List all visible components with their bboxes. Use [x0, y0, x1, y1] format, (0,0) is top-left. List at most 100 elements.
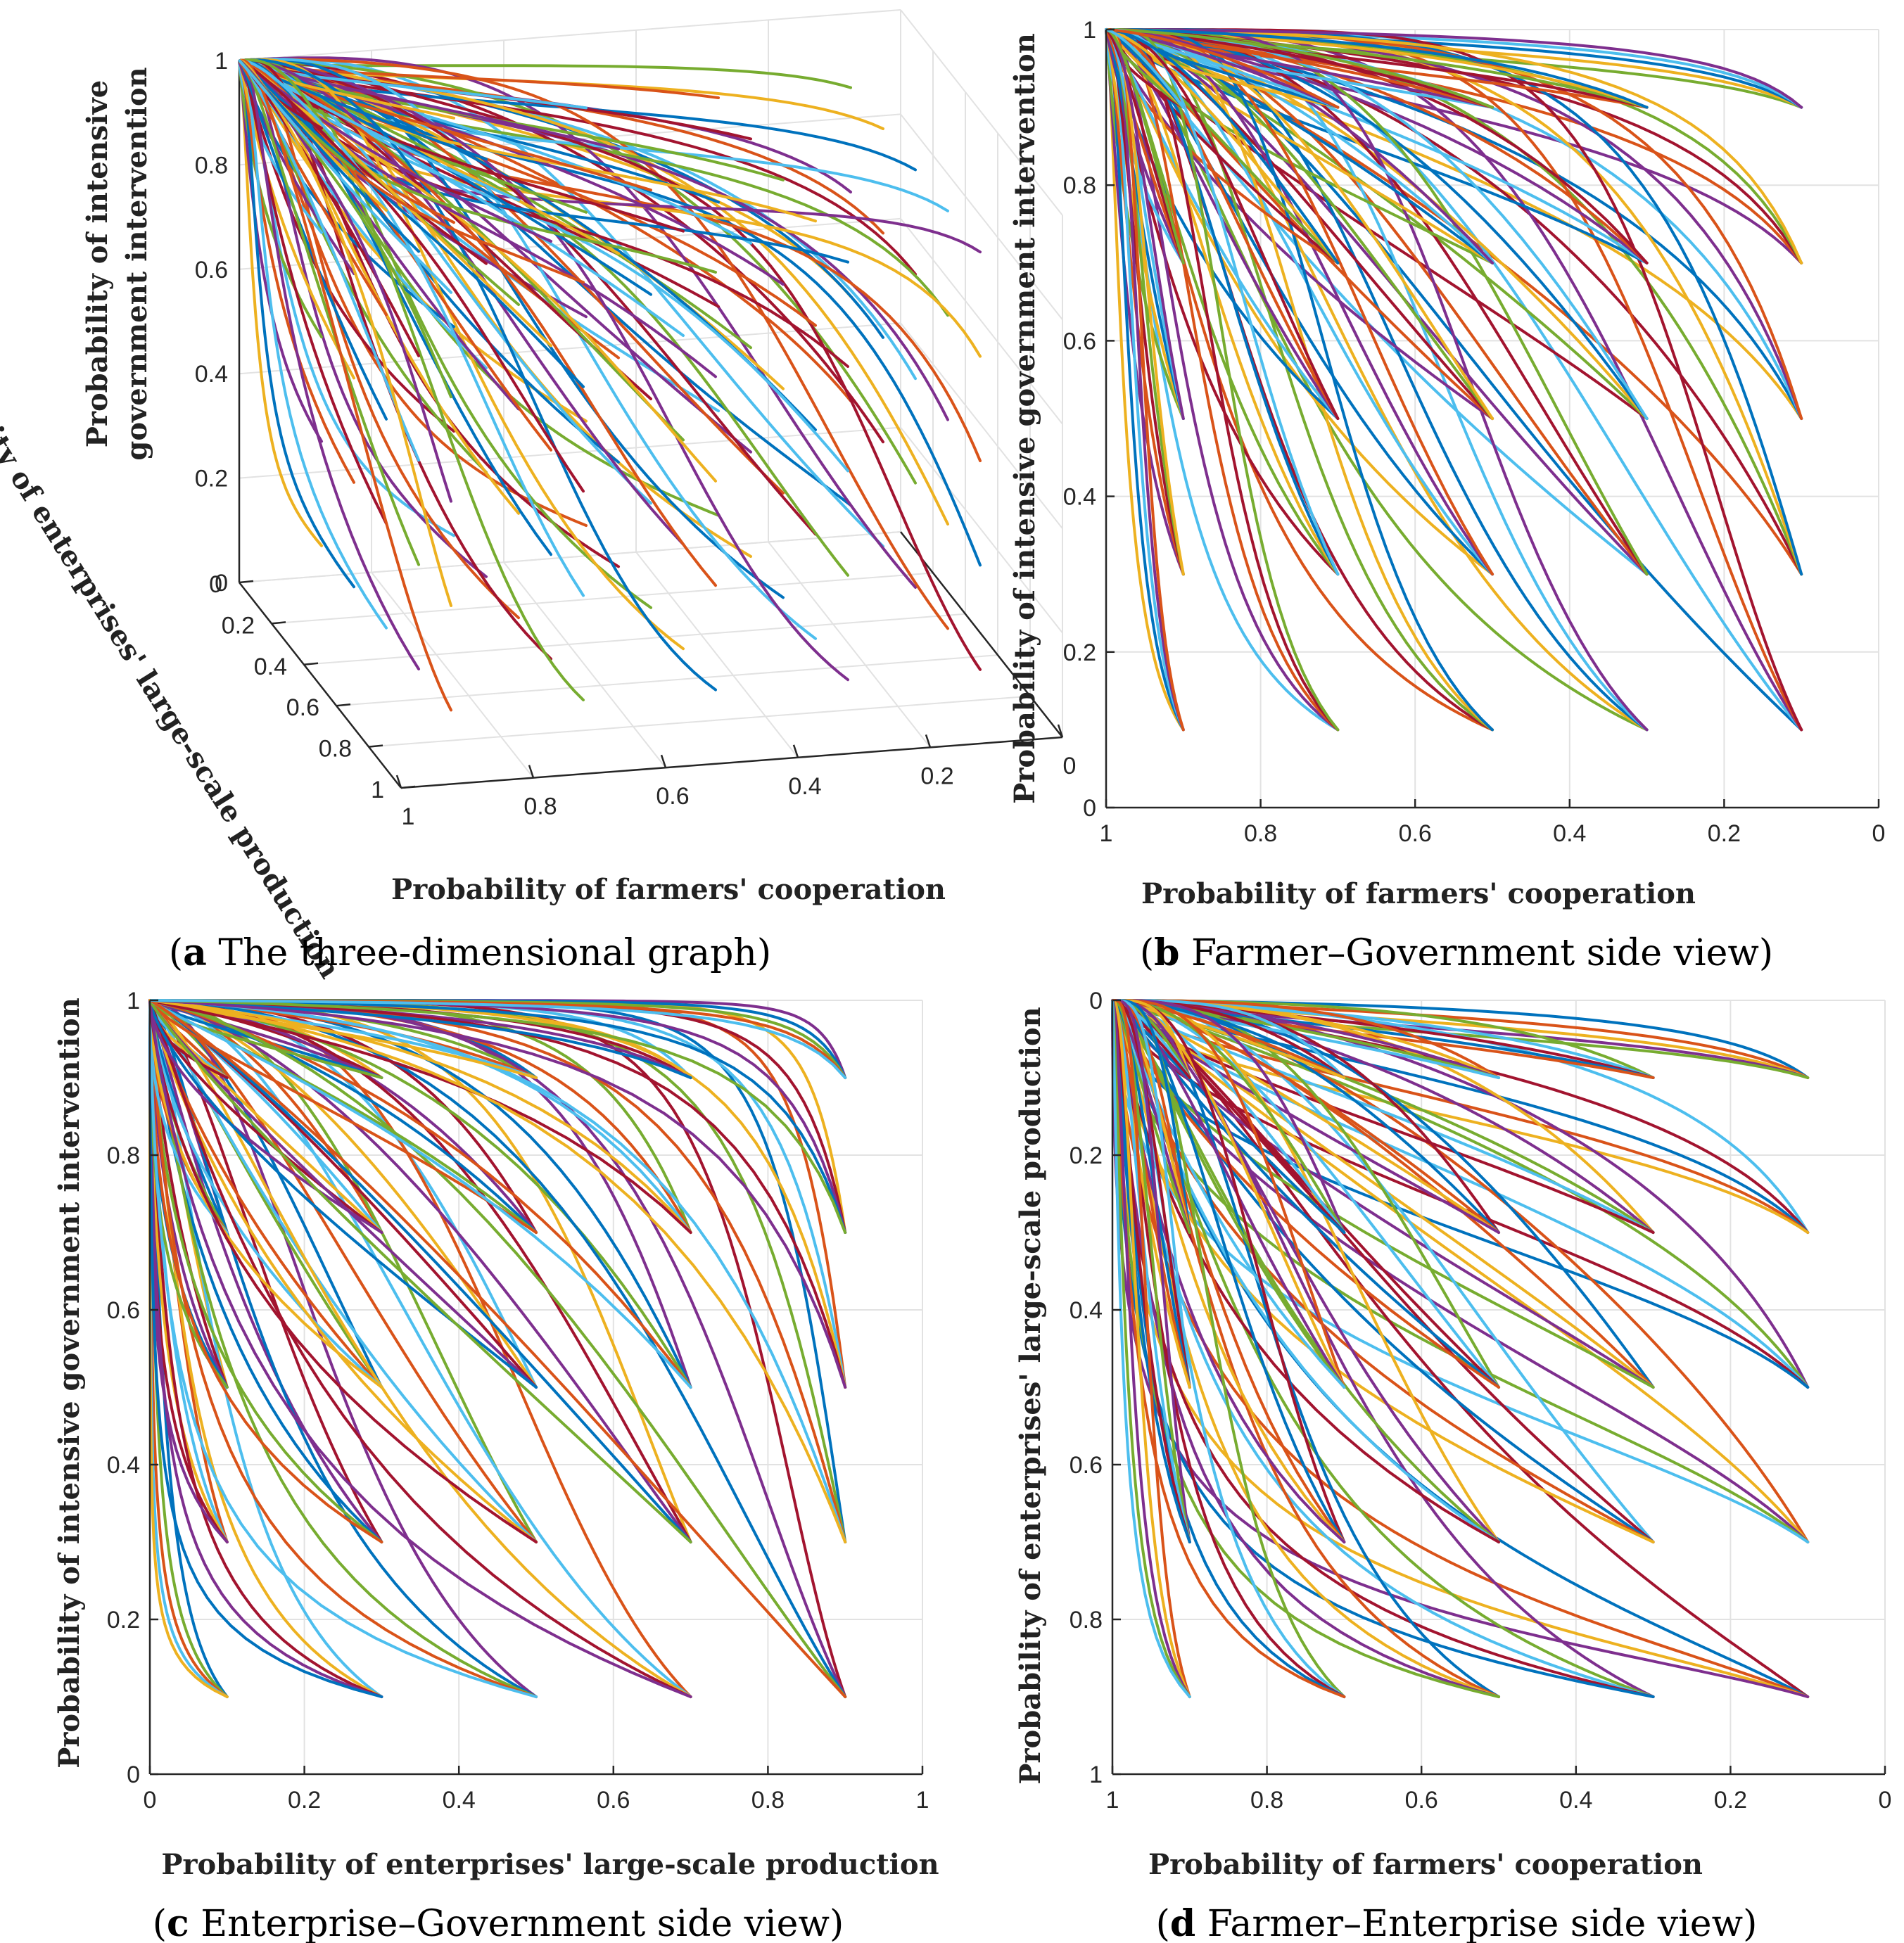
a-z-tick-label: 1	[215, 48, 228, 75]
a-y-tick-label: 0.6	[286, 694, 319, 721]
b-x-axis-label: Probability of farmers' cooperation	[1141, 877, 1696, 910]
b-x-tick-label: 0.4	[1553, 820, 1586, 847]
a-floor-gridline	[503, 561, 666, 768]
a-back-wall-gridline	[239, 426, 901, 479]
a-y-tick-label: 0.4	[254, 654, 287, 680]
a-floor-gridline	[368, 695, 1031, 748]
d-x-tick-label: 0.8	[1250, 1787, 1283, 1814]
c-trajectory	[148, 999, 692, 1698]
a-z-tick-label: 0.4	[195, 361, 228, 388]
b-x-tick-label: 0.8	[1244, 820, 1277, 847]
a-caption-letter: a	[183, 931, 207, 974]
a-floor-edge	[900, 531, 1063, 738]
panel-d-chart: 1 0.8 0.6 0.4 0.2 0 0 0.2 0.4 0.6 0.8 1 Probability…	[1014, 988, 1891, 1943]
b-x-tick-label: 1	[1100, 820, 1113, 847]
c-trajectory	[148, 999, 692, 1698]
a-z-tick-label: 0.2	[195, 466, 228, 492]
a-curves	[238, 56, 982, 712]
panel-b-chart: 1 0.8 0.6 0.4 0.2 010.80.60.40.20 Probability…	[1008, 17, 1885, 974]
b-caption-text: Farmer–Government side view	[1179, 932, 1758, 974]
a-x-tick	[925, 734, 932, 748]
a-floor-gridline	[336, 654, 998, 707]
d-trajectory	[1112, 1000, 1810, 1543]
a-back-wall-gridline	[239, 9, 901, 61]
c-y-tick-label: 0.8	[107, 1142, 140, 1169]
b-y-tick-label: 0.2	[1063, 639, 1096, 666]
a-x-tick	[792, 744, 799, 758]
a-x-axis-line	[400, 736, 1063, 789]
a-y-tick	[336, 703, 351, 707]
c-y-tick-label: 0.2	[107, 1607, 140, 1633]
a-z-axis-label: Probability of intensive	[81, 80, 114, 447]
d-y-tick-label: 0	[1089, 988, 1103, 1014]
c-x-tick-label: 0.4	[443, 1787, 476, 1814]
a-y-tick	[239, 580, 254, 584]
a-z-tick-label: 0	[215, 570, 228, 597]
a-z-axis-label-line2: government intervention	[120, 67, 153, 460]
a-floor-gridline	[371, 571, 534, 779]
b-caption: (b Farmer–Government side view)	[1140, 931, 1773, 974]
d-trajectory	[1112, 999, 1191, 1698]
a-y-axis-label: Probability of enterprises' large-scale …	[0, 307, 346, 984]
c-caption-letter: c	[167, 1902, 189, 1943]
a-x-axis-label: Probability of farmers' cooperation	[391, 873, 946, 906]
a-y-axis-line	[239, 582, 402, 789]
b-caption-letter: b	[1154, 931, 1179, 974]
a-y-tick	[368, 744, 383, 748]
a-y-tick	[303, 662, 319, 666]
c-y-tick-label: 0.4	[107, 1452, 140, 1479]
a-back-wall-gridline	[239, 322, 901, 375]
a-floor-gridline	[239, 531, 901, 583]
d-caption: (d Farmer–Enterprise side view)	[1156, 1902, 1758, 1943]
d-x-tick-label: 1	[1106, 1787, 1119, 1814]
d-y-tick-label: 0.6	[1070, 1452, 1103, 1479]
a-x-tick-label: 0	[1063, 753, 1077, 779]
d-y-tick-label: 0.4	[1070, 1297, 1103, 1324]
a-floor-gridline	[271, 572, 934, 625]
a-y-tick-label: 1	[371, 777, 384, 803]
a-y-tick-label: 0.8	[319, 736, 352, 763]
a-x-tick-label: 1	[402, 803, 415, 830]
a-y-tick	[271, 621, 286, 625]
d-caption-letter: d	[1170, 1902, 1195, 1943]
c-x-tick-label: 0.2	[288, 1787, 321, 1814]
d-y-tick-label: 1	[1089, 1762, 1103, 1788]
c-curves	[148, 999, 847, 1698]
a-side-wall-gridline	[900, 426, 1063, 634]
b-x-tick-label: 0	[1872, 820, 1886, 847]
panel-c-chart: 0 0.2 0.4 0.6 0.8 1 1 0.8 0.6 0.4 0.2 0 Probability…	[53, 988, 939, 1943]
b-y-tick-label: 0.6	[1063, 328, 1096, 355]
c-y-axis-label: Probability of intensive government inte…	[53, 998, 86, 1769]
b-y-tick-label: 0	[1083, 795, 1096, 822]
a-caption-text: The three-dimensional graph	[207, 932, 757, 974]
d-x-axis-label: Probability of farmers' cooperation	[1148, 1848, 1703, 1881]
a-side-wall-gridline	[900, 218, 1063, 425]
d-axes: 1 0.8 0.6 0.4 0.2 0 0 0.2 0.4 0.6 0.8 1	[1070, 988, 1892, 1814]
b-x-tick-label: 0.6	[1399, 820, 1432, 847]
b-y-tick-label: 0.8	[1063, 172, 1096, 199]
c-x-tick-label: 0	[144, 1787, 157, 1814]
c-x-tick-label: 1	[916, 1787, 929, 1814]
c-x-axis-label: Probability of enterprises' large-scale …	[161, 1848, 939, 1881]
d-y-tick-label: 0.8	[1070, 1607, 1103, 1633]
d-caption-text: Farmer–Enterprise side view	[1195, 1903, 1743, 1943]
b-x-tick-label: 0.2	[1708, 820, 1741, 847]
d-y-axis-label: Probability of enterprises' large-scale …	[1014, 1007, 1047, 1784]
c-trajectory	[148, 999, 692, 1698]
a-x-tick	[528, 765, 535, 778]
a-x-tick-label: 0.6	[656, 783, 689, 810]
a-floor-gridline	[768, 541, 931, 748]
b-y-tick-label: 0.4	[1063, 484, 1096, 511]
a-caption: (a The three-dimensional graph)	[169, 931, 771, 974]
a-x-tick	[395, 775, 402, 789]
c-y-tick-label: 1	[127, 988, 140, 1014]
b-y-tick-label: 1	[1083, 17, 1096, 44]
a-y-tick-label: 0.2	[222, 612, 255, 639]
a-z-tick-label: 0.8	[195, 152, 228, 179]
c-x-tick-label: 0.6	[597, 1787, 630, 1814]
a-x-tick-label: 0.2	[920, 763, 953, 789]
a-floor-gridline	[635, 552, 799, 758]
